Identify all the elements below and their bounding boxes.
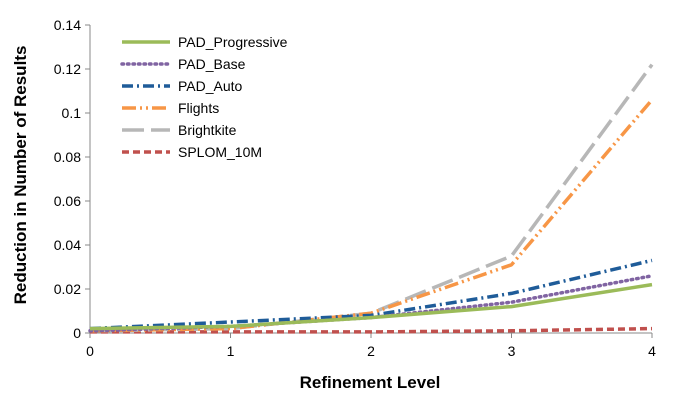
series-layer <box>88 63 654 334</box>
y-tick-label: 0.06 <box>54 193 81 209</box>
y-tick-label: 0.04 <box>54 237 81 253</box>
legend-label: Brightkite <box>178 122 237 138</box>
legend-label: SPLOM_10M <box>178 144 262 160</box>
x-tick-label: 4 <box>648 343 656 359</box>
y-axis-title: Reduction in Number of Results <box>11 46 30 305</box>
y-tick-label: 0 <box>73 325 81 341</box>
series-line-pad-auto <box>89 258 653 331</box>
x-axis-title: Refinement Level <box>300 373 441 392</box>
series-line-pad-base <box>88 274 654 333</box>
legend: PAD_Progressive PAD_Base PAD_Auto Flights Br… <box>120 34 288 160</box>
legend-label: PAD_Auto <box>178 78 243 94</box>
y-tick-label: 0.14 <box>54 17 81 33</box>
series-line-pad-progressive <box>89 282 653 331</box>
x-tick-label: 2 <box>367 343 375 359</box>
y-tick-label: 0.1 <box>62 105 82 121</box>
x-tick-label: 3 <box>508 343 516 359</box>
y-tick-label: 0.02 <box>54 281 81 297</box>
legend-label: PAD_Progressive <box>178 34 288 50</box>
y-tick-label: 0.08 <box>54 149 81 165</box>
x-tick-label: 1 <box>227 343 235 359</box>
series-line-splom-10m <box>90 326 653 334</box>
legend-label: PAD_Base <box>178 56 246 72</box>
legend-label: Flights <box>178 100 219 116</box>
y-tick-label: 0.12 <box>54 61 81 77</box>
axes: 0 0.02 0.04 0.06 0.08 0.1 0.12 0.14 0 1 2 3 4 <box>54 17 656 359</box>
x-tick-label: 0 <box>86 343 94 359</box>
